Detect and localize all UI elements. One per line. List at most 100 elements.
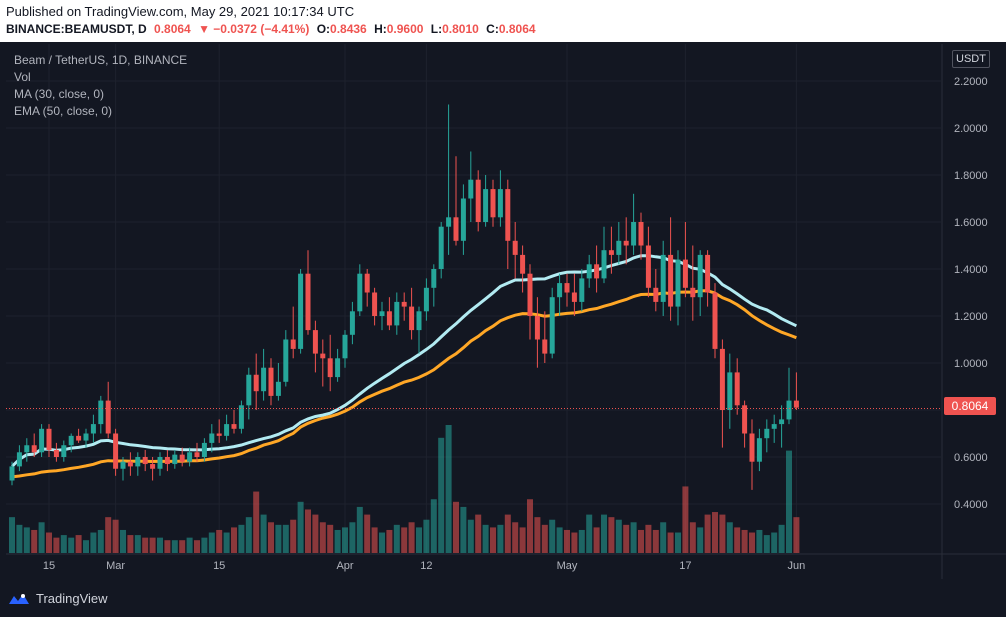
candle-body <box>327 358 333 378</box>
candle-body <box>53 449 59 457</box>
volume-bar <box>260 514 267 553</box>
volume-bar <box>16 524 23 553</box>
chart-area[interactable] <box>0 42 1006 617</box>
footer-logo[interactable]: TradingView <box>8 591 108 606</box>
volume-bar <box>305 509 311 553</box>
volume-bar <box>105 517 112 553</box>
candle-body <box>209 433 215 443</box>
candle-body <box>372 292 378 316</box>
volume-bar <box>127 535 134 553</box>
volume-bar <box>564 529 570 553</box>
candle-body <box>298 273 304 349</box>
candle-body <box>283 339 289 382</box>
candle-body <box>719 348 725 410</box>
volume-bar <box>38 522 45 553</box>
candle-body <box>31 445 37 453</box>
volume-bar <box>90 532 97 553</box>
candle-body <box>120 461 126 469</box>
candle-body <box>342 334 348 359</box>
volume-bar <box>386 529 393 553</box>
candle-body <box>697 254 703 298</box>
candle-body <box>438 226 444 269</box>
volume-bar <box>401 527 408 553</box>
volume-bar <box>689 522 696 553</box>
volume-bar <box>490 527 496 553</box>
candle-body <box>416 311 422 331</box>
volume-bar <box>201 537 208 553</box>
high-value: 0.9600 <box>386 22 424 36</box>
volume-bar <box>53 537 60 553</box>
volume-bar <box>297 501 304 553</box>
volume-bar <box>134 535 141 553</box>
volume-bar <box>712 512 718 553</box>
y-tick-label: 1.6000 <box>954 217 988 229</box>
high-label: H: <box>374 22 387 36</box>
volume-bar <box>75 535 82 553</box>
legend-vol: Vol <box>14 70 31 84</box>
candle-body <box>105 400 111 434</box>
volume-bar <box>778 524 785 553</box>
volume-bar <box>756 529 763 553</box>
volume-bar <box>423 519 430 553</box>
currency-button[interactable]: USDT <box>952 50 990 68</box>
volume-bar <box>142 537 149 553</box>
candle-body <box>246 374 252 406</box>
x-tick-label: Mar <box>106 560 125 572</box>
volume-bar <box>349 522 356 553</box>
volume-bar <box>445 425 452 553</box>
candle-body <box>527 273 533 316</box>
legend-ema: EMA (50, close, 0) <box>14 104 113 118</box>
candle-body <box>135 457 141 467</box>
volume-bar <box>149 537 156 553</box>
candle-body <box>534 316 540 340</box>
volume-bar <box>615 519 622 553</box>
x-tick-label: May <box>557 560 578 572</box>
volume-bar <box>319 522 326 553</box>
y-tick-label: 1.8000 <box>954 170 988 182</box>
volume-bar <box>171 540 178 553</box>
volume-bar <box>83 540 89 553</box>
candle-body <box>512 240 518 255</box>
volume-bar <box>512 522 519 553</box>
symbol-label: BINANCE:BEAMUSDT, D <box>6 22 147 36</box>
x-tick-label: 15 <box>213 560 225 572</box>
volume-bar <box>645 524 652 553</box>
volume-bar <box>527 499 533 553</box>
volume-bar <box>275 524 282 553</box>
volume-bar <box>120 529 126 553</box>
volume-bar <box>290 519 297 553</box>
volume-bar <box>475 514 482 553</box>
y-tick-label: 1.4000 <box>954 264 988 276</box>
volume-bar <box>364 514 371 553</box>
candle-body <box>90 424 96 434</box>
tradingview-logo-icon <box>9 593 29 604</box>
volume-bar <box>208 532 215 553</box>
candle-body <box>127 461 133 467</box>
candle-body <box>142 457 148 465</box>
volume-bar <box>786 450 792 553</box>
candle-body <box>401 301 407 307</box>
volume-bar <box>342 527 348 553</box>
volume-bar <box>497 524 504 553</box>
volume-bar <box>601 514 607 553</box>
volume-bar <box>408 522 415 553</box>
open-value: 0.8436 <box>330 22 367 36</box>
candle-body <box>253 374 259 392</box>
candle-body <box>616 240 622 255</box>
volume-bar <box>194 540 200 553</box>
volume-bar <box>268 522 274 553</box>
candle-body <box>460 198 466 241</box>
volume-bar <box>157 537 163 553</box>
volume-bar <box>245 517 252 553</box>
volume-bar <box>327 524 334 553</box>
candle-body <box>756 438 762 462</box>
close-value: 0.8064 <box>498 22 536 36</box>
candle-body <box>320 353 326 359</box>
candle-body <box>61 445 67 457</box>
y-tick-label: 1.0000 <box>954 358 988 370</box>
candle-body <box>275 381 281 396</box>
candle-body <box>601 250 607 279</box>
candle-body <box>268 367 274 396</box>
volume-bar <box>578 529 585 553</box>
